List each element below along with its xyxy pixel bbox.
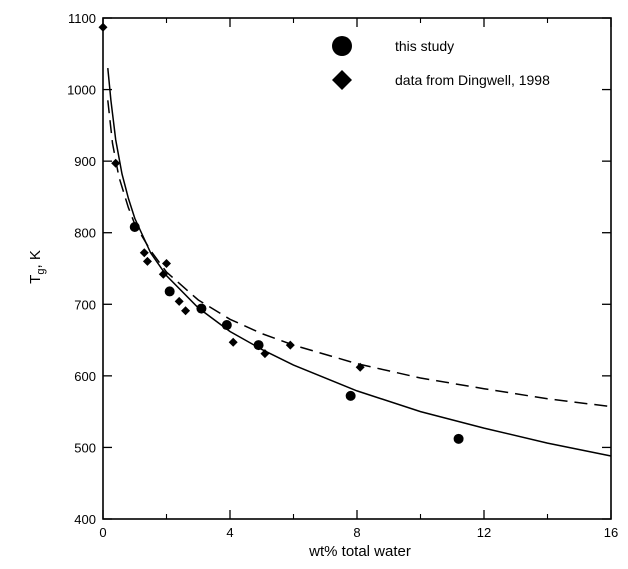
data-point-dingwell (228, 337, 238, 347)
fit-curve-dashed (107, 100, 612, 408)
legend-marker-dingwell (332, 70, 352, 90)
legend-label-dingwell: data from Dingwell, 1998 (395, 72, 550, 88)
data-point-this-study (164, 286, 175, 297)
x-tick-label: 8 (353, 525, 360, 540)
data-point-dingwell (285, 340, 295, 350)
x-tick-label: 0 (99, 525, 106, 540)
y-tick-label: 500 (74, 440, 96, 455)
data-point-this-study (345, 390, 356, 401)
data-point-this-study (221, 320, 232, 331)
x-tick-label: 12 (477, 525, 491, 540)
data-point-dingwell (181, 306, 191, 316)
y-axis-label-suffix: , K (27, 250, 44, 268)
legend-label-this-study: this study (395, 38, 454, 54)
data-point-dingwell (174, 296, 184, 306)
data-point-dingwell (260, 349, 270, 359)
y-tick-label: 800 (74, 226, 96, 241)
data-point-dingwell (158, 269, 168, 279)
y-axis-label-subscript: g (35, 269, 47, 275)
data-point-this-study (253, 340, 264, 351)
data-point-dingwell (111, 158, 121, 168)
y-tick-label: 400 (74, 512, 96, 527)
x-axis-label: wt% total water (308, 543, 411, 560)
legend: this study data from Dingwell, 1998 (332, 36, 550, 90)
y-tick-label: 700 (74, 297, 96, 312)
y-tick-label: 900 (74, 154, 96, 169)
y-tick-label: 600 (74, 369, 96, 384)
data-markers (98, 22, 464, 444)
data-point-dingwell (142, 256, 152, 266)
x-tick-label: 16 (604, 525, 618, 540)
y-tick-label: 1100 (68, 11, 96, 26)
y-axis-label-main: T (27, 275, 44, 284)
data-point-dingwell (355, 362, 365, 372)
data-point-dingwell (162, 258, 171, 268)
axis-tick-labels: 400 500 600 700 800 900 1000 1100 0 4 8 12 16 (67, 11, 618, 540)
plot-frame (102, 17, 612, 520)
data-point-this-study (196, 303, 207, 314)
x-tick-label: 4 (226, 525, 233, 540)
y-axis-label: Tg, K (27, 250, 47, 284)
data-point-this-study (129, 221, 140, 232)
data-point-dingwell (139, 248, 149, 258)
legend-marker-this-study (332, 36, 352, 56)
y-tick-label: 1000 (67, 83, 96, 98)
data-point-this-study (453, 433, 464, 444)
